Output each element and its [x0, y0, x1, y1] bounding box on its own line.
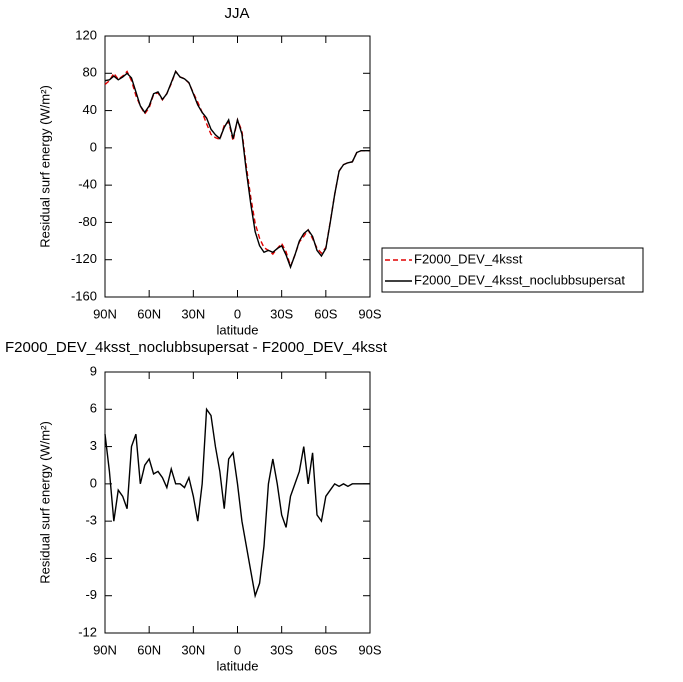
x-tick-label: 0 — [234, 642, 241, 657]
chart-title: F2000_DEV_4ksst_noclubbsupersat - F2000_… — [5, 339, 388, 356]
data-line — [104, 407, 370, 599]
x-tick-label: 90N — [93, 642, 117, 657]
y-tick-label: -3 — [85, 513, 97, 528]
legend-label: F2000_DEV_4ksst_noclubbsupersat — [414, 272, 625, 287]
plot-frame — [104, 35, 371, 298]
y-tick-label: 120 — [75, 27, 97, 42]
x-tick-label: 0 — [234, 306, 241, 321]
x-tick-label: 90S — [358, 642, 381, 657]
x-axis-label: latitude — [217, 658, 259, 673]
y-tick-label: 40 — [83, 102, 97, 117]
x-tick-label: 60S — [314, 642, 337, 657]
y-tick-label: -120 — [71, 251, 97, 266]
y-tick-label: -9 — [85, 587, 97, 602]
y-tick-label: -12 — [78, 624, 97, 639]
x-tick-label: 90S — [358, 306, 381, 321]
x-tick-label: 90N — [93, 306, 117, 321]
x-tick-label: 60S — [314, 306, 337, 321]
y-tick-label: 9 — [90, 363, 97, 378]
y-axis-label: Residual surf energy (W/m²) — [37, 85, 52, 248]
y-tick-label: 0 — [90, 139, 97, 154]
x-tick-label: 60N — [137, 306, 161, 321]
x-tick-label: 30S — [270, 642, 293, 657]
y-tick-label: 3 — [90, 438, 97, 453]
y-tick-label: -6 — [85, 550, 97, 565]
y-tick-label: -160 — [71, 288, 97, 303]
y-axis-label: Residual surf energy (W/m²) — [37, 421, 52, 584]
y-tick-label: 0 — [90, 475, 97, 490]
y-tick-label: -80 — [78, 214, 97, 229]
x-tick-label: 30N — [181, 306, 205, 321]
x-axis-label: latitude — [217, 322, 259, 337]
x-tick-label: 30N — [181, 642, 205, 657]
legend-box — [381, 247, 644, 293]
data-line — [104, 69, 370, 269]
data-line — [104, 70, 370, 270]
legend-label: F2000_DEV_4ksst — [414, 251, 523, 266]
plot-frame — [104, 371, 371, 634]
x-tick-label: 30S — [270, 306, 293, 321]
y-tick-label: -40 — [78, 177, 97, 192]
x-tick-label: 60N — [137, 642, 161, 657]
y-tick-label: 6 — [90, 401, 97, 416]
y-tick-label: 80 — [83, 65, 97, 80]
chart-title: JJA — [224, 5, 249, 22]
